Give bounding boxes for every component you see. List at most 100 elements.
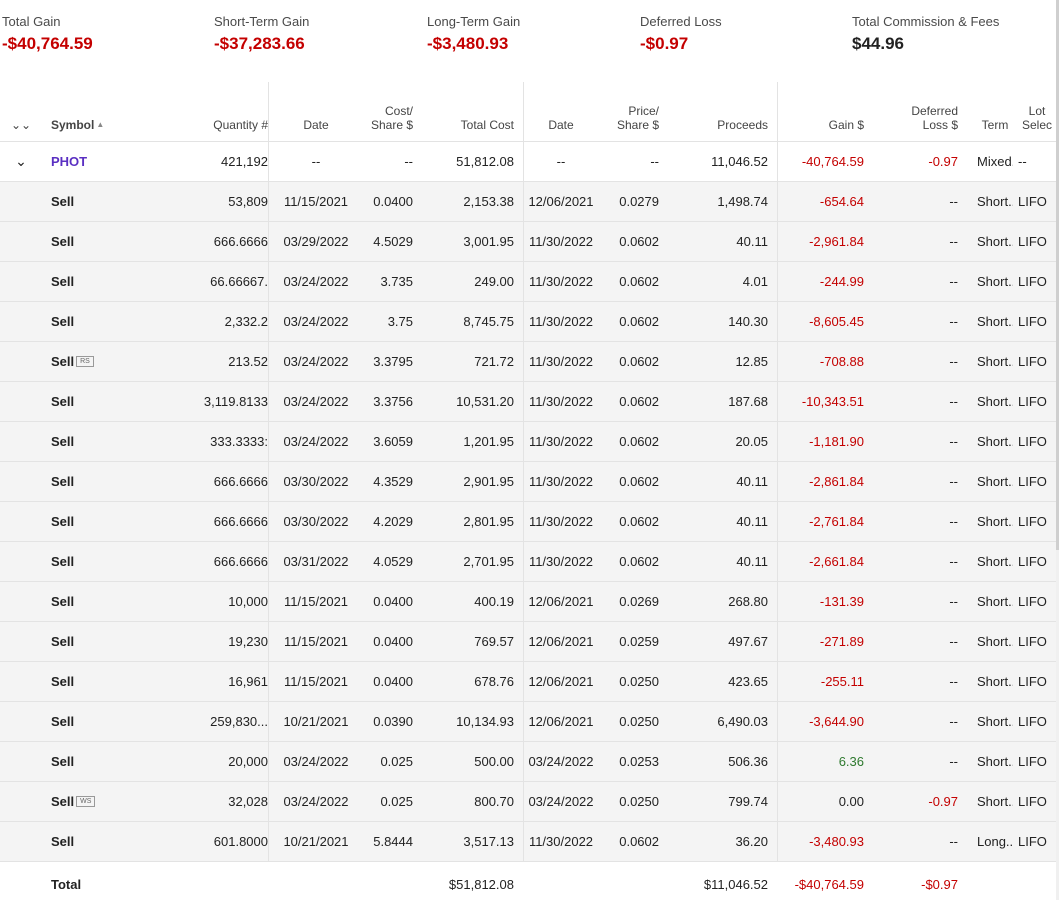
symbol-row-phot[interactable]: ⌄ PHOT 421,192 -- -- 51,812.08 -- -- 11,046.52 -4… [0,142,1056,182]
sort-ascending-icon[interactable]: ▲ [96,120,105,129]
column-header-line: Deferred [911,104,958,118]
collapse-all-toggle[interactable]: ⌄⌄ [0,82,42,141]
scrollbar-thumb[interactable] [1056,0,1059,550]
transaction-type: Sell [51,434,75,449]
cell-deferred: -- [870,302,958,341]
column-header-line: Share $ [616,118,659,132]
table-row[interactable]: Sell 10,000 11/15/2021 0.0400 400.19 12/06/20… [0,582,1056,622]
cell-price-share: 0.0250 [597,662,659,701]
column-header-deferred[interactable]: Deferred Loss $ [870,82,958,141]
table-row[interactable]: Sell WS 32,028 03/24/2022 0.025 800.70 03/24/2… [0,782,1056,822]
cell-value: 10,000 [228,594,268,609]
cell-sold-date: 11/30/2022 [524,822,598,861]
cell-deferred: -- [870,582,958,621]
double-chevron-down-icon[interactable]: ⌄⌄ [10,118,32,132]
column-header-line: Price/ [628,104,659,118]
cell-value: Short... [977,354,1013,369]
cell-acq-date: 11/15/2021 [276,622,356,661]
cell-value: 187.68 [728,394,768,409]
chevron-down-icon[interactable]: ⌄ [15,153,27,169]
cell-total-cost: 2,701.95 [420,542,514,581]
cell-value: 5.8444 [373,834,413,849]
table-row[interactable]: Sell 666.6666 03/31/2022 4.0529 2,701.95 11/3… [0,542,1056,582]
table-row[interactable]: Sell 666.6666 03/30/2022 4.3529 2,901.95 11/3… [0,462,1056,502]
column-header-price-share[interactable]: Price/Share $ [597,82,659,141]
table-header: ⌄⌄ Symbol ▲ Quantity # Date Cost/Share $ Total… [0,82,1056,142]
table-row[interactable]: Sell 19,230 11/15/2021 0.0400 769.57 12/06/20… [0,622,1056,662]
cell-lot: LIFO [1018,542,1056,581]
cell-value: 16,961 [228,674,268,689]
cell-acq-date: 03/24/2022 [276,302,356,341]
cell-symbol: Sell [51,742,191,781]
cell-value: 12/06/2021 [528,714,594,729]
column-header-acq-date[interactable]: Date [276,82,356,141]
cell-value: 11/30/2022 [528,834,594,849]
cell-value: -8,605.45 [809,314,864,329]
column-header-sold-date[interactable]: Date [524,82,598,141]
cell-value: 0.0250 [619,794,659,809]
cell-value: 268.80 [728,594,768,609]
table-row[interactable]: Sell 2,332.2 03/24/2022 3.75 8,745.75 11/30/2… [0,302,1056,342]
cell-value: 666.6666 [213,514,268,529]
column-header-gain[interactable]: Gain $ [778,82,864,141]
table-row[interactable]: Sell 666.6666 03/29/2022 4.5029 3,001.95 11/3… [0,222,1056,262]
cell-value: 666.6666 [213,474,268,489]
cell-value: 0.0602 [619,234,659,249]
table-row[interactable]: Sell 66.66667. 03/24/2022 3.735 249.00 11/30/… [0,262,1056,302]
cell-sold-date: 11/30/2022 [524,502,598,541]
cell-total-cost: 8,745.75 [420,302,514,341]
cell-value: 11/15/2021 [283,594,349,609]
symbol-link[interactable]: PHOT [51,154,88,169]
cell-value: 11/15/2021 [283,674,349,689]
cell-quantity: 19,230 [190,622,268,661]
table-row[interactable]: Sell 666.6666 03/30/2022 4.2029 2,801.95 11/3… [0,502,1056,542]
cell-value: 0.0602 [619,834,659,849]
cell-value: -0.97 [928,154,958,169]
table-row[interactable]: Sell 53,809 11/15/2021 0.0400 2,153.38 12/06/… [0,182,1056,222]
lot-tag-badge: WS [76,796,96,807]
cell-total-cost: 1,201.95 [420,422,514,461]
cell-value: 2,801.95 [463,514,514,529]
cell-symbol: Sell [51,582,191,621]
cell-acq-date: 03/24/2022 [276,382,356,421]
table-row[interactable]: Sell 3,119.8133 03/24/2022 3.3756 10,531.20 1… [0,382,1056,422]
table-row[interactable]: Sell RS 213.52 03/24/2022 3.3795 721.72 11/30/… [0,342,1056,382]
expand-row-toggle[interactable]: ⌄ [0,142,42,181]
column-header-total-cost[interactable]: Total Cost [420,82,514,141]
column-header-lot[interactable]: Lot Selec [1018,82,1056,141]
cell-total-cost: 10,134.93 [420,702,514,741]
column-header-cost-share[interactable]: Cost/Share $ [355,82,413,141]
column-header-term[interactable]: Term [977,82,1013,141]
table-row[interactable]: Sell 16,961 11/15/2021 0.0400 678.76 12/06/20… [0,662,1056,702]
cell-proceeds: 20.05 [660,422,768,461]
table-row[interactable]: Sell 20,000 03/24/2022 0.025 500.00 03/24/202… [0,742,1056,782]
cell-gain: 6.36 [778,742,864,781]
cell-acq-date: 03/24/2022 [276,782,356,821]
cell-total-cost: 721.72 [420,342,514,381]
cell-value: 666.6666 [213,554,268,569]
cell-value: 03/24/2022 [283,434,349,449]
column-header-symbol[interactable]: Symbol ▲ [51,82,191,141]
cell-price-share: 0.0269 [597,582,659,621]
table-row[interactable]: Sell 333.3333: 03/24/2022 3.6059 1,201.95 11/… [0,422,1056,462]
summary-value: -$40,764.59 [2,34,93,53]
cell-value: -- [949,394,958,409]
cell-value: 3.6059 [373,434,413,449]
transaction-type: Sell [51,834,75,849]
cell-cost-share: 0.0400 [355,622,413,661]
vertical-scrollbar[interactable] [1056,0,1059,900]
cell-cost-share: 0.0390 [355,702,413,741]
cell-value: 3.735 [380,274,413,289]
table-row[interactable]: Sell 601.8000 10/21/2021 5.8444 3,517.13 11/3… [0,822,1056,862]
cell-value: 03/24/2022 [283,754,349,769]
cell-value: 0.0602 [619,514,659,529]
table-row[interactable]: Sell 259,830... 10/21/2021 0.0390 10,134.93 1… [0,702,1056,742]
cell-value: 0.0400 [373,594,413,609]
column-header-label: Quantity # [213,118,268,132]
column-header-proceeds[interactable]: Proceeds [660,82,768,141]
cell-value: Short... [977,634,1013,649]
cell-value: 0.0279 [619,194,659,209]
cell-value: -2,961.84 [809,234,864,249]
column-header-quantity[interactable]: Quantity # [190,82,268,141]
cell-proceeds: 1,498.74 [660,182,768,221]
